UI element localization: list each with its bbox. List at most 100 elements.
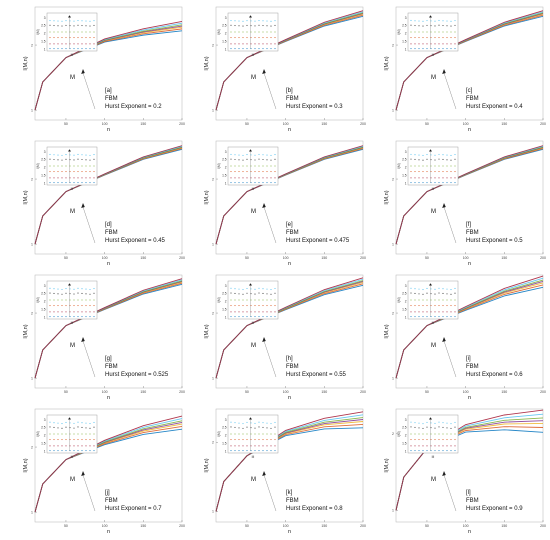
inset-dot — [85, 31, 87, 33]
x-axis-label: n — [107, 529, 110, 535]
inset-dot — [85, 43, 87, 45]
marker-label: M — [431, 209, 436, 215]
inset-dot — [426, 36, 428, 39]
inset-y-label: l(M) — [217, 163, 221, 169]
inset-dot — [61, 159, 63, 161]
inset-dot — [230, 421, 232, 423]
inset-dot — [57, 159, 59, 161]
inset-dot — [250, 36, 252, 39]
inset-dot — [57, 170, 59, 173]
inset-y-tick-label: 1 — [405, 181, 407, 185]
inset-dot — [442, 170, 444, 173]
inset-dot — [446, 25, 448, 27]
inset-dot — [262, 177, 264, 179]
inset-dot — [414, 24, 416, 27]
inset-dot — [238, 182, 240, 184]
inset-dot — [57, 438, 59, 441]
model-label: FBM — [466, 364, 479, 370]
inset-dot — [450, 182, 452, 184]
inset-dot — [418, 311, 420, 313]
inset-dot — [81, 43, 83, 45]
inset-dot — [426, 154, 428, 156]
inset-dot — [442, 316, 444, 318]
inset-dot — [61, 36, 63, 39]
inset-dot — [77, 287, 79, 289]
inset-dot — [266, 31, 268, 33]
x-tick-label: 200 — [540, 122, 546, 126]
inset-y-label: l(M) — [397, 163, 401, 169]
x-tick-label: 150 — [501, 122, 507, 126]
inset-marker-arrow — [429, 15, 432, 18]
inset-marker-arrow — [249, 15, 252, 18]
inset-dot — [454, 299, 456, 301]
inset-dot — [450, 20, 452, 22]
inset-dot — [65, 48, 67, 50]
inset-frame — [227, 280, 279, 320]
inset-y-label: l(M) — [217, 29, 221, 35]
inset-dot — [438, 445, 440, 447]
inset-dot — [89, 433, 91, 435]
inset-dot — [230, 316, 232, 318]
inset-dot — [89, 423, 91, 425]
panel-f: 50 100 150 200 1 2 n l(M,n) 1 1.5 2 2.5 3 Ml(M) M [f] FB… — [384, 140, 546, 267]
inset-dot — [430, 154, 432, 156]
inset-dot — [57, 288, 59, 290]
inset-dot — [274, 154, 276, 156]
inset-dot — [81, 438, 83, 441]
inset-dot — [77, 36, 79, 39]
inset-dot — [234, 445, 236, 447]
y-tick-label: 2 — [31, 445, 33, 449]
inset-dot — [422, 154, 424, 157]
inset-dot — [274, 316, 276, 318]
inset-dot — [57, 154, 59, 156]
inset-dot — [266, 288, 268, 290]
inset-dot — [254, 177, 256, 179]
inset-dot — [61, 445, 63, 447]
inset-x-label: M — [432, 455, 435, 459]
inset-dot — [454, 154, 456, 156]
inset-dot — [53, 426, 55, 428]
inset-dot — [266, 170, 268, 173]
inset-frame — [227, 12, 279, 52]
panel-c: 50 100 150 200 1 2 n l(M,n) 1 1.5 2 2.5 3 Ml(M) M [c] FB… — [384, 6, 546, 133]
inset-dot — [234, 20, 236, 22]
inset-dot — [414, 182, 416, 184]
inset-dot — [246, 287, 248, 290]
inset-dot — [434, 433, 436, 435]
inset-dot — [270, 31, 272, 33]
inset-dot — [254, 288, 256, 290]
inset-dot — [85, 433, 87, 435]
panel-a: 50 100 150 200 1 2 n l(M,n) 1 1.5 2 2.5 3 Ml(M) M [a] FB… — [23, 6, 185, 133]
inset-dot — [410, 170, 412, 173]
inset-dot — [454, 445, 456, 447]
inset-y-tick-label: 3 — [44, 418, 46, 422]
inset-dot — [426, 438, 428, 441]
callout-line — [263, 474, 277, 512]
inset-dot — [438, 316, 440, 318]
inset-dot — [53, 24, 55, 27]
inset-dot — [270, 427, 272, 429]
inset-dot — [430, 445, 432, 447]
inset-dot — [454, 20, 456, 22]
inset-dot — [73, 170, 75, 173]
inset-dot — [266, 311, 268, 313]
model-label: FBM — [286, 364, 299, 370]
x-axis-label: n — [107, 395, 110, 401]
inset-dot — [410, 450, 412, 452]
y-tick-label: 1 — [392, 509, 394, 513]
inset-dot — [422, 293, 424, 295]
inset-dot — [274, 421, 276, 423]
inset-dot — [430, 304, 432, 307]
inset-dot — [238, 43, 240, 45]
hurst-exponent-label: Hurst Exponent = 0.6 — [466, 372, 523, 378]
marker-label: M — [70, 75, 75, 81]
inset-dot — [246, 299, 248, 301]
inset-dot — [426, 433, 428, 435]
inset-dot — [65, 154, 67, 156]
inset-y-tick-label: 3 — [225, 150, 227, 154]
inset-dot — [454, 316, 456, 318]
inset-dot — [434, 165, 436, 167]
inset-dot — [238, 20, 240, 22]
inset-frame — [227, 414, 279, 454]
inset-dot — [410, 19, 412, 22]
